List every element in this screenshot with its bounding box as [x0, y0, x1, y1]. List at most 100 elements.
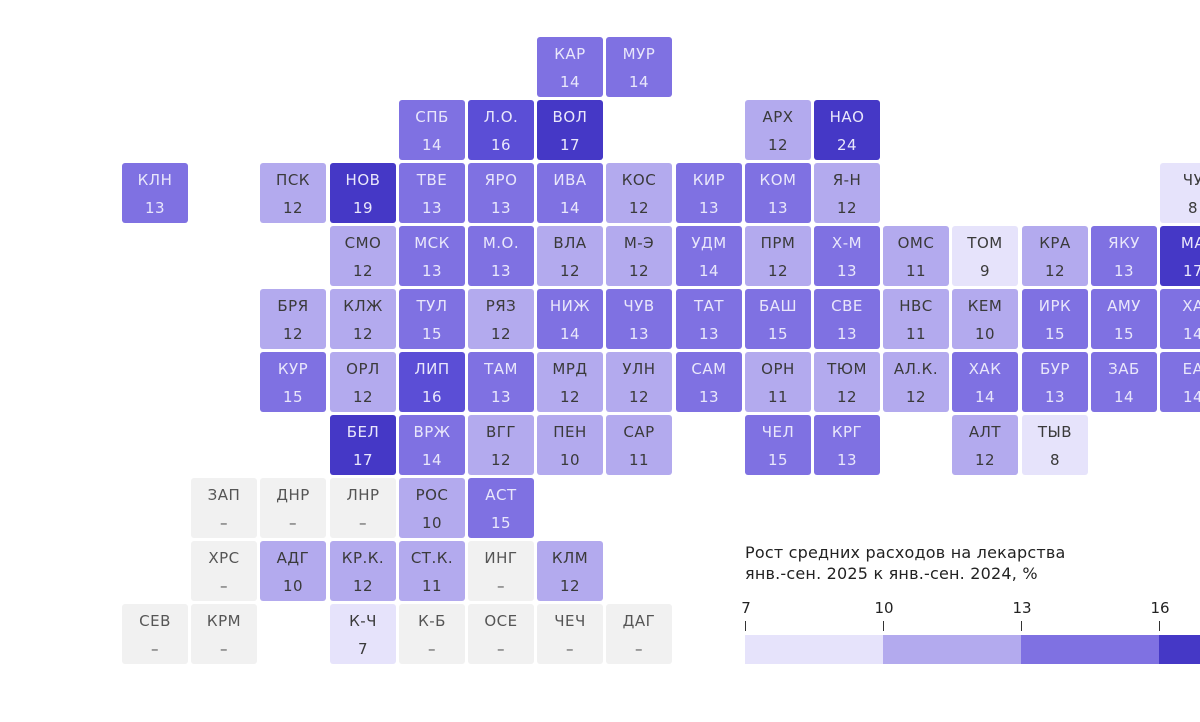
region-value: 15 — [1113, 325, 1135, 343]
region-value: 17 — [352, 451, 374, 469]
region-value: 12 — [767, 136, 789, 154]
region-tile: КЛМ 12 — [537, 541, 603, 601]
region-code: КЕМ — [967, 297, 1003, 315]
region-tile: Я-Н 12 — [814, 163, 880, 223]
region-value: 19 — [352, 199, 374, 217]
region-value: 12 — [282, 325, 304, 343]
region-tile: ВГГ 12 — [468, 415, 534, 475]
legend-color-band — [1159, 635, 1200, 664]
region-tile: ПСК 12 — [260, 163, 326, 223]
region-tile: БЕЛ 17 — [330, 415, 396, 475]
region-tile: МСК 13 — [399, 226, 465, 286]
region-tile: ПРМ 12 — [745, 226, 811, 286]
region-code: Л.О. — [483, 108, 519, 126]
region-code: ТВЕ — [416, 171, 448, 189]
region-value: 24 — [836, 136, 858, 154]
region-value: 13 — [421, 199, 443, 217]
region-value: 11 — [905, 325, 927, 343]
region-value: 8 — [1187, 199, 1199, 217]
region-code: К-Ч — [349, 612, 377, 630]
region-code: ТЮМ — [827, 360, 867, 378]
region-tile: СЕВ – — [122, 604, 188, 664]
region-value: 12 — [352, 577, 374, 595]
region-value: 11 — [628, 451, 650, 469]
region-code: ОРЛ — [346, 360, 380, 378]
region-value: 13 — [490, 262, 512, 280]
region-code: УДМ — [691, 234, 727, 252]
region-code: НИЖ — [549, 297, 591, 315]
region-tile: САМ 13 — [676, 352, 742, 412]
region-value: 13 — [1044, 388, 1066, 406]
region-code: Я-Н — [832, 171, 862, 189]
region-code: ЧУ — [1182, 171, 1200, 189]
region-code: КЛМ — [551, 549, 589, 567]
region-tile: К-Б – — [399, 604, 465, 664]
region-code: ОМС — [897, 234, 935, 252]
region-tile: УДМ 14 — [676, 226, 742, 286]
legend-color-band — [1021, 635, 1159, 664]
region-value: 13 — [836, 451, 858, 469]
region-value: 12 — [490, 451, 512, 469]
region-value: 14 — [698, 262, 720, 280]
region-tile: ЗАБ 14 — [1091, 352, 1157, 412]
region-code: ПРМ — [760, 234, 796, 252]
region-value: 15 — [1044, 325, 1066, 343]
region-value: 14 — [628, 73, 650, 91]
region-value: 14 — [421, 451, 443, 469]
region-value: 12 — [836, 199, 858, 217]
region-code: СПБ — [415, 108, 449, 126]
region-code: БАШ — [758, 297, 798, 315]
region-value: 14 — [1182, 325, 1200, 343]
region-code: МА — [1180, 234, 1200, 252]
region-value: 13 — [490, 388, 512, 406]
region-tile: ЧУ 8 — [1160, 163, 1200, 223]
region-code: КРА — [1039, 234, 1071, 252]
region-code: ХРС — [208, 549, 240, 567]
region-tile: КЕМ 10 — [952, 289, 1018, 349]
region-tile: КРА 12 — [1022, 226, 1088, 286]
region-code: ХАК — [968, 360, 1002, 378]
region-value: 13 — [698, 325, 720, 343]
region-tile: ОМС 11 — [883, 226, 949, 286]
region-code: К-Б — [418, 612, 446, 630]
region-value: – — [635, 640, 643, 658]
region-code: КЛЖ — [343, 297, 383, 315]
region-value: – — [359, 514, 367, 532]
region-value: 11 — [421, 577, 443, 595]
region-tile: ПЕН 10 — [537, 415, 603, 475]
region-value: 15 — [282, 388, 304, 406]
region-tile: СПБ 14 — [399, 100, 465, 160]
region-tile: АСТ 15 — [468, 478, 534, 538]
region-tile: ЧЕЧ – — [537, 604, 603, 664]
region-code: КАР — [554, 45, 586, 63]
region-code: НОВ — [345, 171, 381, 189]
region-value: 17 — [1182, 262, 1200, 280]
region-value: 12 — [282, 199, 304, 217]
region-value: 12 — [490, 325, 512, 343]
region-tile: ХАК 14 — [952, 352, 1018, 412]
region-value: 12 — [559, 262, 581, 280]
region-code: ВРЖ — [413, 423, 451, 441]
region-value: 12 — [836, 388, 858, 406]
region-value: 11 — [905, 262, 927, 280]
region-tile: СТ.К. 11 — [399, 541, 465, 601]
region-code: ПЕН — [553, 423, 587, 441]
region-code: ЕА — [1182, 360, 1200, 378]
region-tile: ХА 14 — [1160, 289, 1200, 349]
region-code: УЛН — [622, 360, 656, 378]
region-tile: РЯЗ 12 — [468, 289, 534, 349]
region-code: АРХ — [762, 108, 794, 126]
region-tile: БРЯ 12 — [260, 289, 326, 349]
region-code: АМУ — [1107, 297, 1141, 315]
region-value: 10 — [421, 514, 443, 532]
region-tile: ЕА 14 — [1160, 352, 1200, 412]
region-code: МУР — [622, 45, 656, 63]
region-tile: ВРЖ 14 — [399, 415, 465, 475]
region-tile: КУР 15 — [260, 352, 326, 412]
region-code: ЗАБ — [1108, 360, 1140, 378]
region-value: 12 — [628, 388, 650, 406]
region-tile: НВС 11 — [883, 289, 949, 349]
region-code: ОРН — [761, 360, 795, 378]
legend-tick — [1021, 621, 1022, 631]
region-value: 17 — [559, 136, 581, 154]
